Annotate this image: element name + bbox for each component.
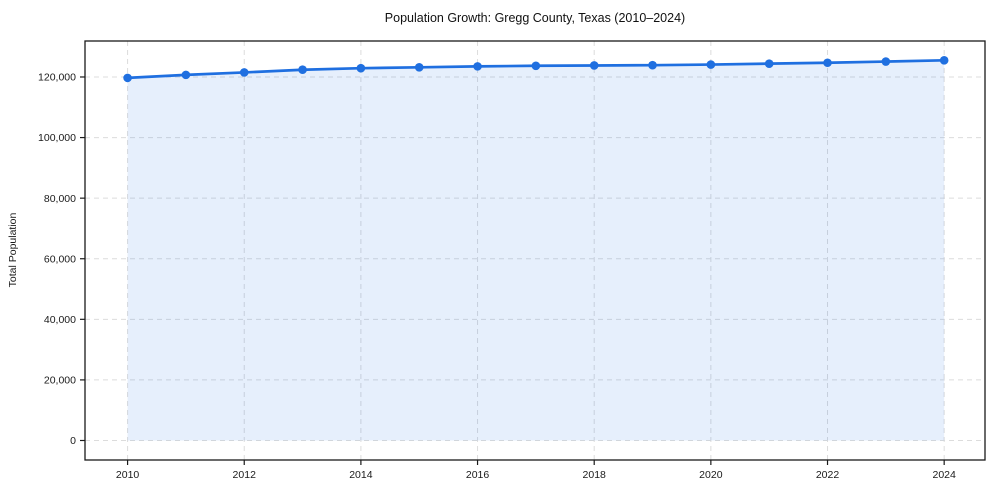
y-tick-label: 20,000 [44, 375, 76, 387]
x-tick-label: 2010 [116, 469, 140, 481]
x-tick-label: 2016 [466, 469, 490, 481]
y-tick-label: 40,000 [44, 314, 76, 326]
y-tick-label: 100,000 [38, 132, 76, 144]
data-point-2017 [531, 61, 541, 71]
data-point-2020 [706, 60, 716, 69]
data-point-2019 [648, 60, 657, 70]
data-point-2011 [181, 70, 191, 80]
series-area-fill [127, 60, 945, 441]
data-point-2023 [881, 57, 891, 66]
plot-frame [84, 40, 986, 461]
data-point-2021 [764, 59, 774, 68]
data-point-2018 [589, 61, 599, 70]
x-tick-label: 2012 [233, 469, 257, 481]
y-tick-label: 0 [70, 435, 76, 447]
chart-title: Population Growth: Gregg County, Texas (… [384, 11, 686, 25]
y-tick-label: 80,000 [44, 193, 76, 205]
x-tick-label: 2018 [583, 469, 607, 481]
data-point-2015 [414, 62, 424, 72]
x-tick-label: 2014 [349, 469, 373, 481]
data-point-2022 [823, 58, 832, 68]
data-point-2012 [239, 68, 249, 77]
x-tick-label: 2024 [932, 469, 956, 481]
data-point-2010 [123, 73, 132, 83]
data-point-2024 [939, 56, 949, 65]
y-tick-label: 60,000 [44, 253, 76, 265]
x-tick-label: 2022 [816, 469, 840, 481]
data-point-2016 [473, 62, 482, 71]
data-point-2013 [298, 65, 307, 75]
y-tick-label: 120,000 [38, 72, 76, 84]
data-point-2014 [356, 63, 366, 73]
x-tick-label: 2020 [699, 469, 723, 481]
